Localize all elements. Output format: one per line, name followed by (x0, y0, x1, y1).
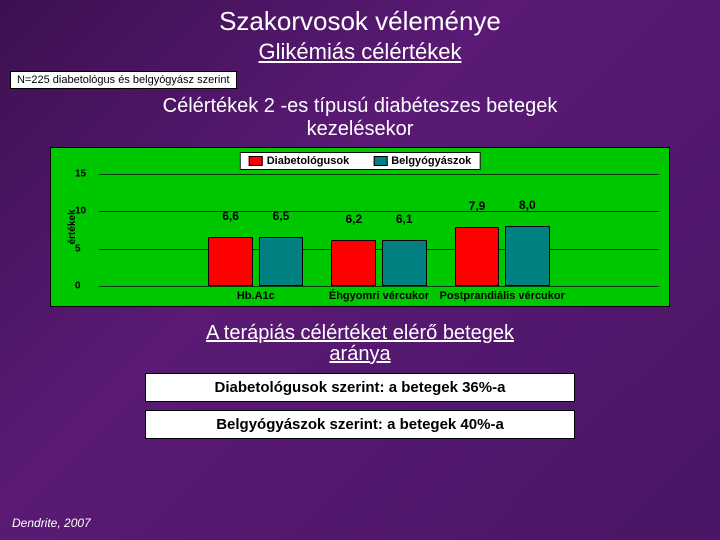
main-title: Szakorvosok véleménye (0, 6, 720, 37)
legend-item: Belgyógyászok (373, 155, 471, 167)
chart-title-line1: Célértékek 2 -es típusú diabéteszes bete… (0, 95, 720, 118)
bar (259, 237, 304, 286)
x-tick-label: Éhgyomri vércukor (329, 290, 429, 302)
legend-item: Diabetológusok (249, 155, 350, 167)
legend-label: Belgyógyászok (391, 155, 471, 167)
bar-value-label: 8,0 (519, 198, 536, 212)
bar-value-label: 6,2 (345, 212, 362, 226)
y-tick-label: 0 (75, 281, 81, 292)
grid-line (99, 249, 659, 250)
legend-swatch (373, 156, 387, 166)
bar (331, 240, 376, 286)
bar-value-label: 6,5 (273, 209, 290, 223)
bar (505, 226, 550, 286)
x-tick-label: Postprandiális vércukor (440, 290, 565, 302)
post-title-line2: aránya (0, 344, 720, 365)
result-box-1: Diabetológusok szerint: a betegek 36%-a (145, 373, 575, 402)
legend-swatch (249, 156, 263, 166)
grid-line (99, 174, 659, 175)
bar-value-label: 7,9 (469, 199, 486, 213)
footer-citation: Dendrite, 2007 (12, 516, 91, 530)
bar (455, 227, 500, 286)
bar-value-label: 6,1 (396, 212, 413, 226)
x-tick-label: Hb.A1c (237, 290, 275, 302)
chart-title-line2: kezelésekor (0, 118, 720, 141)
result-box-2: Belgyógyászok szerint: a betegek 40%-a (145, 410, 575, 439)
y-tick-label: 5 (75, 243, 81, 254)
grid-line (99, 211, 659, 212)
subtitle: Glikémiás célértékek (0, 39, 720, 65)
y-tick-label: 15 (75, 169, 86, 180)
n-note: N=225 diabetológus és belgyógyász szerin… (10, 71, 237, 89)
bar (208, 237, 253, 286)
post-chart-title: A terápiás célértéket elérő betegek arán… (0, 323, 720, 365)
bar-value-label: 6,6 (222, 209, 239, 223)
chart-legend: Diabetológusok Belgyógyászok (240, 152, 481, 170)
bar-chart: DiabetológusokBelgyógyászok értékek 0510… (50, 147, 670, 307)
bar (382, 240, 427, 286)
legend-label: Diabetológusok (267, 155, 350, 167)
plot-area: 0510156,66,5Hb.A1c6,26,1Éhgyomri vércuko… (99, 174, 659, 286)
post-title-line1: A terápiás célértéket elérő betegek (0, 323, 720, 344)
y-tick-label: 10 (75, 206, 86, 217)
grid-line (99, 286, 659, 287)
